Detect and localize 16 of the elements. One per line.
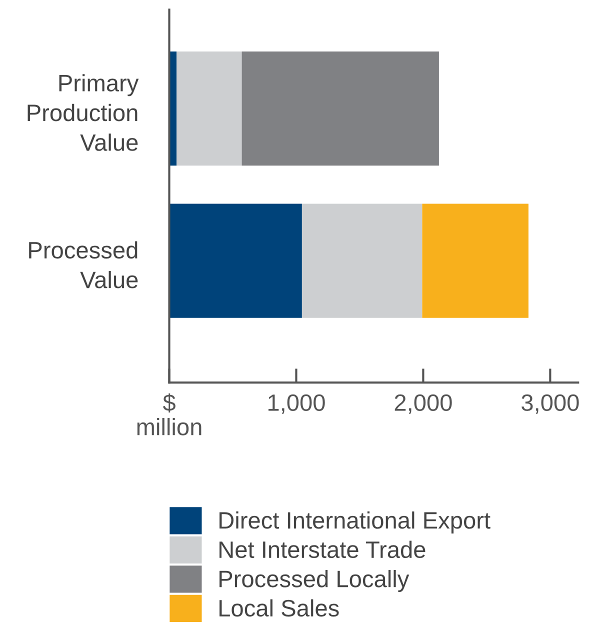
- x-axis-title: million: [137, 418, 202, 436]
- y-tick-label: Processed Value: [29, 241, 138, 288]
- bar: [169, 204, 302, 318]
- x-tick-label: $: [162, 393, 176, 412]
- x-tick-label: 3,000: [522, 394, 579, 414]
- bar: [302, 204, 422, 318]
- legend-label: Net Interstate Trade: [220, 540, 426, 558]
- bar: [422, 204, 528, 318]
- x-tick-label: 2,000: [394, 394, 452, 414]
- bar: [176, 52, 242, 166]
- legend-label: Direct International Export: [220, 511, 490, 534]
- x-tick-label: 1,000: [268, 394, 325, 414]
- legend-label: Processed Locally: [220, 570, 410, 592]
- y-tick-label: Primary Production Value: [28, 74, 139, 151]
- bar: [242, 52, 439, 166]
- legend-label: Local Sales: [220, 599, 339, 617]
